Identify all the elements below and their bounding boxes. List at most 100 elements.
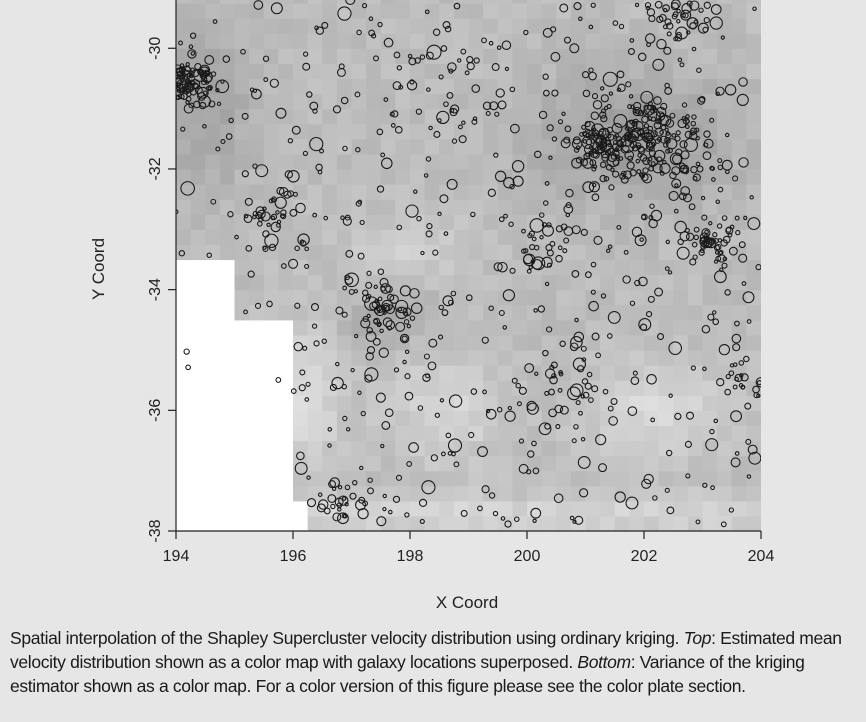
galaxy-point-740	[546, 124, 554, 132]
heatmap-cell-550	[439, 33, 455, 49]
heatmap-cell-1199	[702, 18, 718, 34]
heatmap-cell-271	[336, 440, 353, 457]
heatmap-cell-190	[293, 33, 309, 49]
heatmap-cell-762	[527, 93, 543, 110]
heatmap-cell-468	[410, 184, 426, 200]
heatmap-cell-1273	[731, 0, 747, 4]
heatmap-cell-1096	[673, 485, 689, 502]
galaxy-point-146	[608, 91, 614, 96]
galaxy-point-1095	[440, 451, 446, 457]
heatmap-cell-1122	[673, 93, 689, 110]
galaxy-point-1173	[355, 200, 362, 207]
heatmap-cell-221	[307, 108, 323, 125]
galaxy-point-948	[705, 438, 719, 452]
galaxy-point-275	[690, 165, 698, 174]
heatmap-cell-1109	[673, 289, 689, 306]
galaxy-point-446	[365, 281, 373, 289]
galaxy-point-1073	[614, 491, 626, 503]
heatmap-cell-953	[614, 470, 630, 487]
heatmap-cell-1099	[673, 440, 689, 457]
heatmap-cell-952	[614, 485, 630, 502]
heatmap-cell-518	[439, 515, 455, 531]
galaxy-point-818	[446, 178, 458, 190]
galaxy-point-915	[367, 477, 373, 483]
heatmap-cell-1105	[673, 349, 689, 366]
galaxy-point-1020	[460, 509, 468, 517]
heatmap-cell-21	[190, 199, 206, 215]
galaxy-point-903	[357, 390, 362, 396]
heatmap-cell-836	[556, 63, 572, 80]
heatmap-cell-768	[527, 3, 543, 19]
galaxy-point-967	[366, 270, 372, 276]
heatmap-cell-1042	[644, 214, 660, 230]
galaxy-point-1069	[359, 219, 365, 226]
heatmap-cell-87	[234, 78, 250, 95]
heatmap-cell-785	[541, 289, 557, 306]
galaxy-point-380	[708, 221, 713, 226]
heatmap-cell-64	[219, 93, 236, 110]
heatmap-cell-930	[600, 274, 616, 291]
heatmap-cell-137	[263, 0, 279, 4]
galaxy-point-219	[683, 137, 699, 152]
heatmap-cell-837	[556, 48, 572, 64]
heatmap-cell-985	[614, 0, 630, 4]
heatmap-cell-966	[614, 274, 630, 291]
galaxy-point-711	[715, 86, 725, 96]
heatmap-cell-613	[468, 168, 484, 185]
caption-top-label: Top	[683, 628, 712, 648]
heatmap-cell-233	[322, 470, 338, 487]
heatmap-cell-1222	[717, 214, 733, 230]
heatmap-cell-454	[410, 395, 426, 411]
heatmap-cell-592	[468, 485, 484, 502]
heatmap-cell-564	[453, 365, 470, 381]
galaxy-point-577	[565, 202, 572, 209]
heatmap-cell-31	[190, 48, 206, 64]
heatmap-cell-1196	[702, 63, 718, 80]
galaxy-point-786	[629, 38, 635, 43]
galaxy-point-648	[485, 408, 491, 414]
galaxy-point-498	[673, 36, 678, 42]
heatmap-cell-574	[453, 214, 470, 230]
galaxy-point-790	[302, 345, 308, 351]
heatmap-cell-883	[585, 440, 601, 457]
galaxy-point-656	[485, 408, 497, 420]
heatmap-cell-838	[556, 33, 572, 49]
heatmap-cell-1284	[746, 365, 761, 381]
heatmap-cell-645	[483, 229, 499, 245]
heatmap-cell-1202	[717, 515, 733, 531]
galaxy-point-36	[191, 82, 199, 89]
heatmap-cell-132	[263, 63, 279, 80]
galaxy-point-1105	[439, 194, 449, 204]
heatmap-cell-299	[336, 18, 353, 34]
heatmap-cell-443	[395, 18, 411, 34]
galaxy-point-51	[208, 100, 216, 108]
heatmap-cell-1255	[731, 259, 747, 276]
galaxy-point-471	[399, 333, 410, 344]
heatmap-cell-211	[307, 259, 323, 276]
heatmap-cell-701	[512, 470, 528, 487]
galaxy-point-1094	[244, 197, 253, 206]
heatmap-cell-617	[468, 108, 484, 125]
galaxy-point-633	[538, 422, 552, 436]
galaxy-point-1138	[627, 193, 633, 199]
galaxy-point-326	[592, 164, 598, 169]
heatmap-cell-1309	[746, 0, 761, 4]
heatmap-cell-417	[395, 410, 411, 427]
heatmap-cell-891	[585, 319, 601, 336]
heatmap-cell-1171	[702, 440, 718, 457]
galaxy-point-591	[734, 373, 743, 383]
galaxy-point-191	[642, 173, 653, 184]
heatmap-cell-814	[556, 395, 572, 411]
heatmap-cell-678	[497, 274, 513, 291]
galaxy-point-716	[377, 21, 383, 28]
heatmap-cell-666	[497, 455, 513, 472]
galaxy-point-251	[648, 165, 654, 172]
heatmap-cell-103	[249, 168, 265, 185]
galaxy-point-684	[419, 54, 426, 60]
heatmap-cell-984	[614, 3, 630, 19]
galaxy-point-1089	[565, 188, 574, 198]
heatmap-cell-1173	[702, 410, 718, 427]
heatmap-cell-1112	[673, 244, 689, 261]
heatmap-cell-843	[570, 500, 587, 517]
galaxy-point-767	[701, 324, 711, 334]
